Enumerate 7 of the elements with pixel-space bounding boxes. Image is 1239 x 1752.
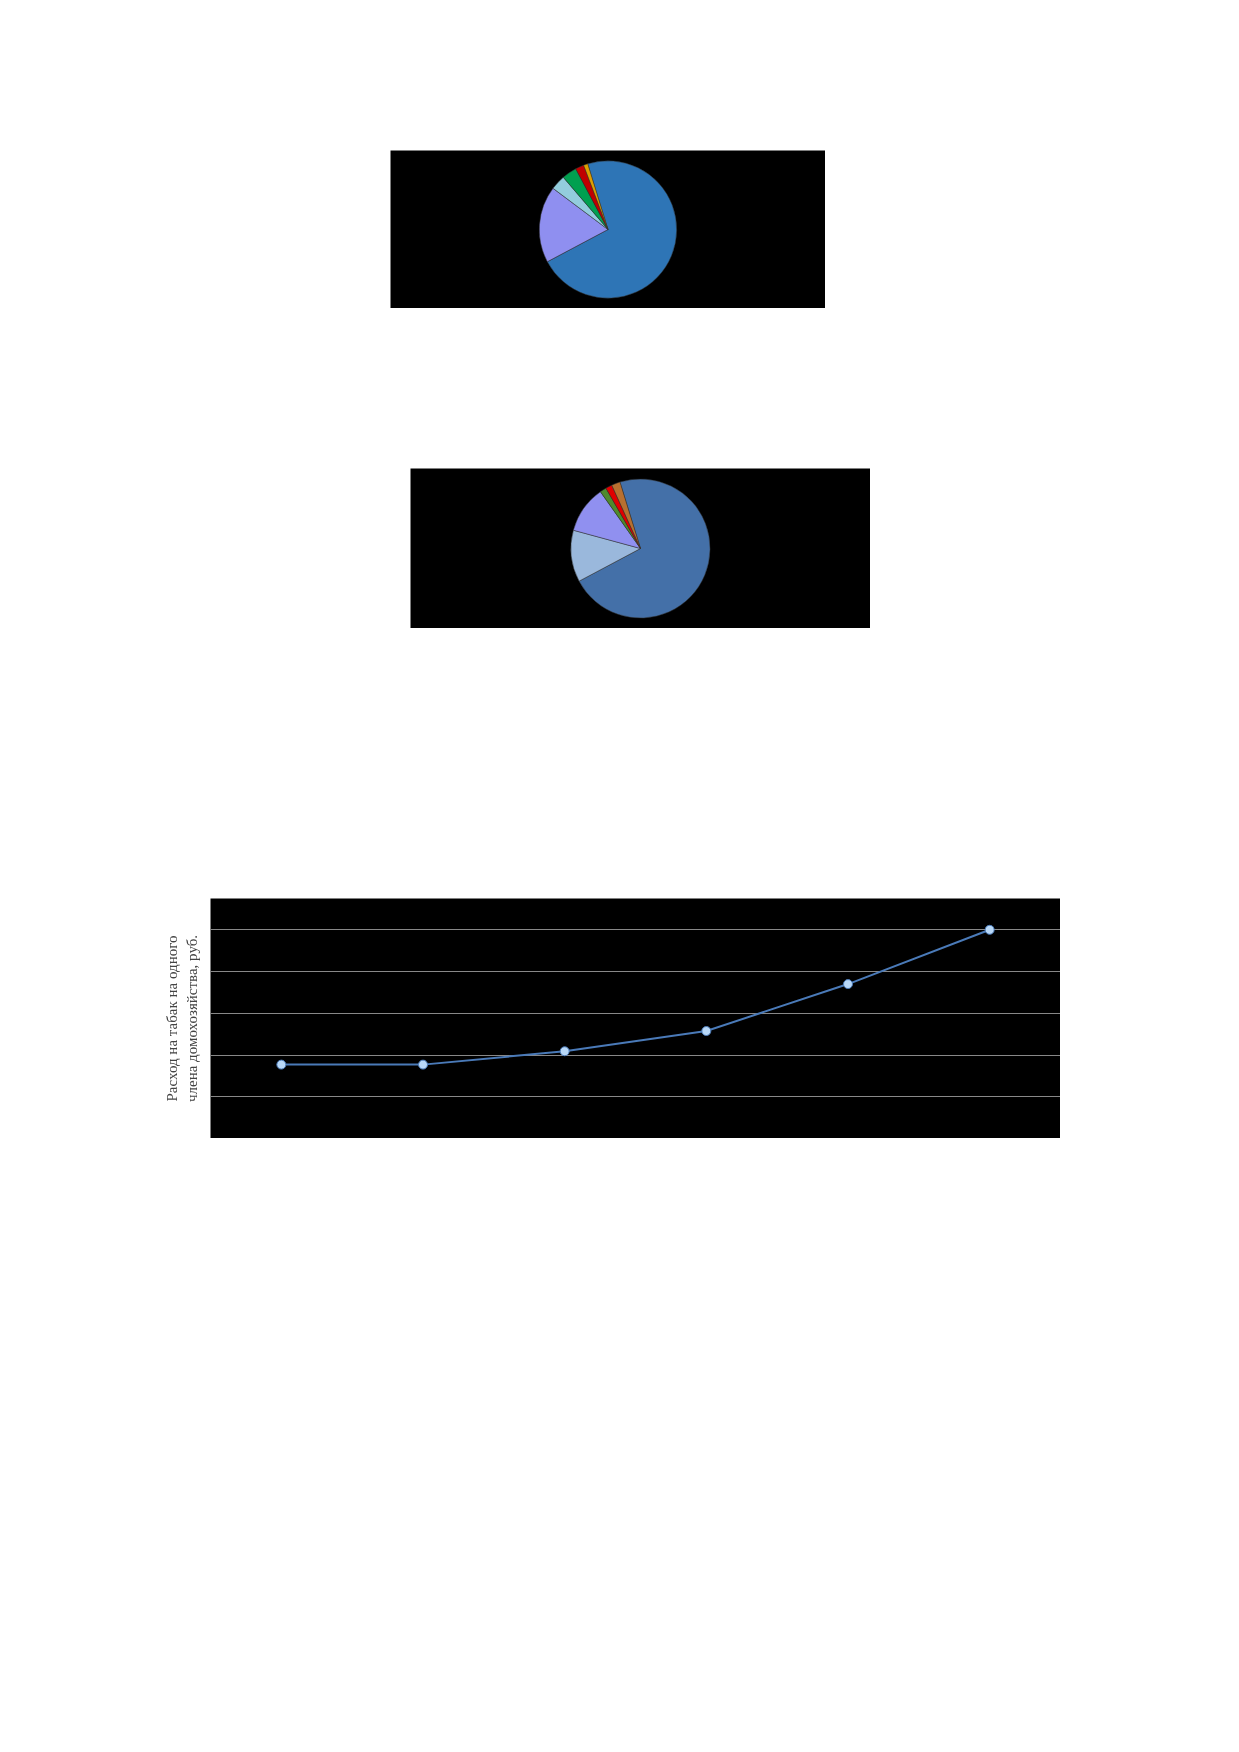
point xyxy=(559,1046,570,1057)
point xyxy=(418,1059,428,1070)
y-axis-title: Расход на табак на одного члена домохозяйства, руб. xyxy=(164,934,200,1103)
point xyxy=(276,1059,287,1070)
point xyxy=(701,1026,712,1037)
point xyxy=(984,924,995,935)
point xyxy=(843,979,853,990)
